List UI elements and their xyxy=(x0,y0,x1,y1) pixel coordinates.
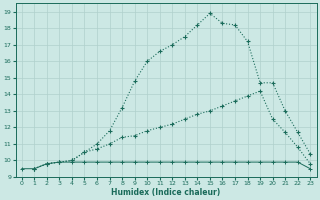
X-axis label: Humidex (Indice chaleur): Humidex (Indice chaleur) xyxy=(111,188,221,197)
